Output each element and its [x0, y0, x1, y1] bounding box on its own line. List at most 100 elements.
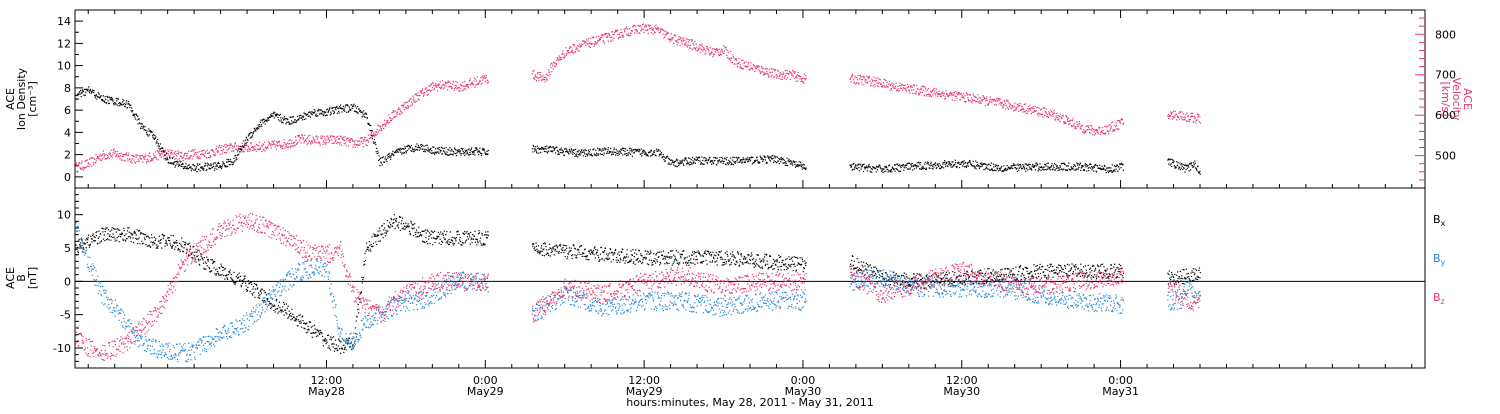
velocity-series-point: [1070, 123, 1071, 124]
velocity-series-point: [185, 158, 186, 159]
velocity-series-point: [1033, 108, 1034, 109]
velocity-series-point: [953, 94, 954, 95]
velocity-series-point: [555, 66, 556, 67]
velocity-series-point: [174, 152, 175, 153]
density-series-point: [854, 169, 855, 170]
velocity-series-point: [340, 136, 341, 137]
density-series-point: [977, 164, 978, 165]
velocity-series-point: [975, 101, 976, 102]
velocity-series-point: [315, 140, 316, 141]
velocity-series-point: [777, 76, 778, 77]
velocity-series-point: [1047, 114, 1048, 115]
bx-series-point: [90, 244, 91, 245]
density-series-point: [101, 95, 102, 96]
bx-series-point: [114, 229, 115, 230]
velocity-series-point: [1024, 104, 1025, 105]
velocity-series-point: [343, 137, 344, 138]
density-series-point: [115, 104, 116, 105]
bx-series-point: [294, 317, 295, 318]
density-series-point: [358, 113, 359, 114]
bx-series-point: [336, 348, 337, 349]
density-series-point: [258, 124, 259, 125]
velocity-series-point: [673, 37, 674, 38]
velocity-series-point: [761, 71, 762, 72]
velocity-series-point: [970, 95, 971, 96]
density-series-point: [918, 166, 919, 167]
density-series-point: [158, 145, 159, 146]
velocity-series-point: [303, 138, 304, 139]
density-series-point: [1115, 169, 1116, 170]
velocity-series-point: [1192, 113, 1193, 114]
density-series-point: [724, 161, 725, 162]
density-series-point: [903, 170, 904, 171]
bx-series-point: [298, 315, 299, 316]
velocity-series-point: [411, 105, 412, 106]
density-series-point: [1012, 168, 1013, 169]
velocity-series-point: [108, 157, 109, 158]
velocity-series-point: [256, 151, 257, 152]
bx-series-point: [91, 241, 92, 242]
density-series-point: [730, 158, 731, 159]
density-series-point: [664, 156, 665, 157]
velocity-series-point: [635, 29, 636, 30]
bx-series-point: [273, 310, 274, 311]
bx-series-point: [170, 245, 171, 246]
velocity-series-point: [1057, 117, 1058, 118]
density-series-point: [1199, 172, 1200, 173]
bx-series-point: [229, 272, 230, 273]
velocity-series-point: [404, 109, 405, 110]
density-series-point: [929, 168, 930, 169]
velocity-series-point: [1100, 134, 1101, 135]
bx-series-point: [312, 326, 313, 327]
velocity-series-point: [405, 102, 406, 103]
velocity-series-point: [1118, 120, 1119, 121]
velocity-series-point: [769, 69, 770, 70]
density-series-point: [453, 154, 454, 155]
velocity-series-point: [398, 108, 399, 109]
velocity-series-point: [642, 28, 643, 29]
velocity-series-point: [275, 144, 276, 145]
density-series-point: [1001, 166, 1002, 167]
density-series-point: [289, 124, 290, 125]
velocity-series-point: [1049, 113, 1050, 114]
velocity-series-point: [753, 64, 754, 65]
velocity-series-point: [1107, 131, 1108, 132]
velocity-series-point: [277, 145, 278, 146]
density-series-point: [1034, 166, 1035, 167]
density-series-point: [1119, 169, 1120, 170]
density-series-point: [628, 154, 629, 155]
velocity-series-point: [1109, 124, 1110, 125]
bx-series-point: [185, 244, 186, 245]
velocity-series-point: [959, 92, 960, 93]
density-series-point: [353, 105, 354, 106]
velocity-series-point: [383, 128, 384, 129]
velocity-series-point: [1036, 110, 1037, 111]
bx-series-point: [284, 304, 285, 305]
density-series-point: [1118, 166, 1119, 167]
velocity-series-point: [450, 83, 451, 84]
density-series-point: [698, 160, 699, 161]
density-series-point: [109, 103, 110, 104]
velocity-series-point: [345, 136, 346, 137]
density-series-point: [157, 142, 158, 143]
velocity-series-point: [1073, 125, 1074, 126]
density-series-point: [121, 104, 122, 105]
density-series-point: [1028, 164, 1029, 165]
velocity-series-point: [445, 82, 446, 83]
velocity-series-point: [754, 65, 755, 66]
density-series-point: [469, 152, 470, 153]
velocity-series-point: [257, 145, 258, 146]
velocity-series-point: [134, 156, 135, 157]
velocity-series-point: [188, 158, 189, 159]
velocity-series-point: [1068, 118, 1069, 119]
bx-series-point: [285, 312, 286, 313]
density-series-point: [1176, 167, 1177, 168]
density-series-point: [774, 160, 775, 161]
velocity-series-point: [940, 94, 941, 95]
velocity-series-point: [91, 166, 92, 167]
velocity-series-point: [687, 46, 688, 47]
density-series-point: [317, 115, 318, 116]
density-series-point: [139, 123, 140, 124]
density-series-point: [154, 139, 155, 140]
density-series-point: [1045, 169, 1046, 170]
